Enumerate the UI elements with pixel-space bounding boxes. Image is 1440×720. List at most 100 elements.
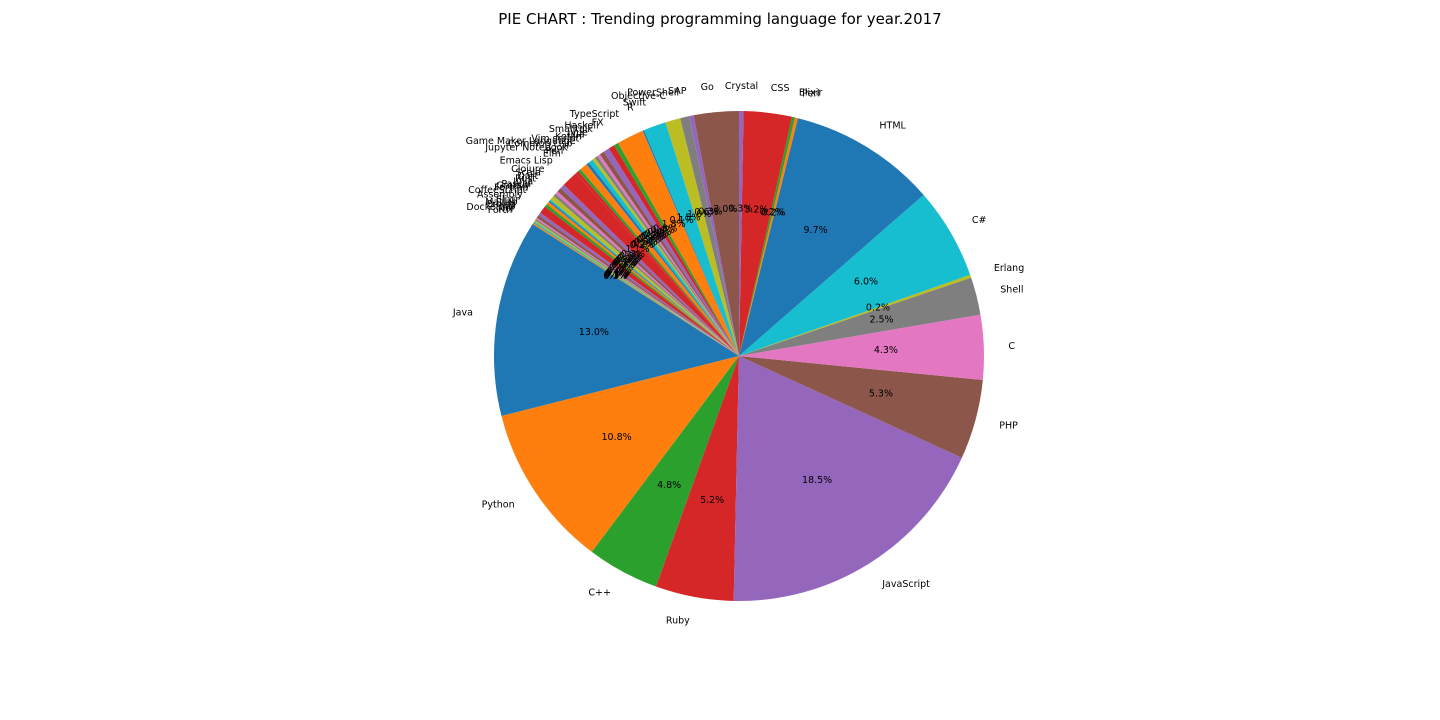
slice-percent-label: 0.1% <box>604 270 628 281</box>
slice-label: Java <box>452 307 473 318</box>
slice-label: Smalltalk <box>549 124 594 135</box>
pie-slice <box>592 157 739 356</box>
slice-label: Kotlin <box>555 132 582 143</box>
pie-slice <box>680 116 739 356</box>
slice-percent-label: 0.2% <box>606 267 630 278</box>
pie-slice <box>739 111 744 356</box>
slice-label: Rust <box>515 173 536 184</box>
pie-slice <box>546 201 739 356</box>
slice-label: Assembly <box>477 190 523 201</box>
slice-percent-label: 3.2% <box>744 205 768 216</box>
pie-slice <box>642 130 739 356</box>
pie-slice <box>534 220 739 356</box>
slice-percent-label: 4.8% <box>657 480 681 491</box>
slice-label: CoffeeScript <box>468 185 527 196</box>
pie-slice <box>535 217 739 356</box>
pie-slice <box>617 130 739 356</box>
pie-slice <box>594 156 739 356</box>
slice-label: Clojure <box>511 164 544 175</box>
pie-slices <box>494 111 984 601</box>
pie-slice <box>532 222 739 356</box>
slice-label: Erlang <box>994 263 1024 274</box>
pie-slice <box>689 115 739 356</box>
slice-percent-label: 0.4% <box>647 227 671 238</box>
slice-percent-label: 1.1% <box>625 244 649 255</box>
slice-label: C++ <box>588 588 611 599</box>
slice-label: D <box>508 201 515 212</box>
pie-slice <box>739 111 792 356</box>
pie-percent-labels: 3.0%0.3%0.6%1.0%1.5%0.1%1.8%0.3%0.4%0.4%… <box>579 204 898 507</box>
pie-slice <box>603 148 739 356</box>
pie-slice <box>494 224 739 417</box>
slice-label: Nix <box>498 203 514 214</box>
slice-percent-label: 0.5% <box>609 263 633 274</box>
slice-label: R <box>627 102 634 113</box>
slice-label: Ruby <box>666 615 690 626</box>
slice-percent-label: 0.1% <box>605 269 629 280</box>
slice-percent-label: 0.5% <box>634 237 658 248</box>
slice-percent-label: 0.2% <box>611 260 635 271</box>
slice-label: Vim script <box>531 134 579 145</box>
slice-percent-label: 0.3% <box>615 256 639 267</box>
pie-slice <box>560 184 739 356</box>
slice-label: Go <box>701 82 714 93</box>
slice-percent-label: 1.0% <box>687 209 711 220</box>
pie-slice <box>575 171 739 356</box>
slice-percent-label: 0.1% <box>613 258 637 269</box>
slice-label: Perl <box>546 146 564 157</box>
slice-label: Elixir <box>496 194 520 205</box>
slice-label: Pascal <box>501 179 531 190</box>
slice-label: Lua <box>568 130 585 141</box>
pie-slice <box>693 111 739 356</box>
slice-percent-label: 0.1% <box>669 215 693 226</box>
pie-slice <box>549 199 739 356</box>
pie-slice <box>578 169 739 356</box>
slice-label: Haskell <box>564 120 598 131</box>
slice-percent-label: 0.2% <box>760 207 784 218</box>
slice-label: Julia <box>512 176 533 187</box>
slice-percent-label: 0.4% <box>650 225 674 236</box>
slice-label: Elm <box>543 148 561 159</box>
slice-label: Shell <box>1000 284 1023 295</box>
slice-percent-label: 0.2% <box>761 208 785 219</box>
slice-percent-label: 1.8% <box>662 219 686 230</box>
slice-percent-label: 0.2% <box>616 254 640 265</box>
slice-label: Dockerfile <box>466 202 514 213</box>
pie-slice <box>733 356 962 601</box>
pie-slice <box>540 206 739 356</box>
slice-percent-label: 0.3% <box>698 206 722 217</box>
slice-label: Groovy <box>496 180 530 191</box>
pie-slice <box>739 356 983 458</box>
pie-slice <box>608 145 739 356</box>
pie-slice <box>613 143 739 356</box>
pie-slice <box>555 191 739 356</box>
slice-percent-label: 0.6% <box>694 207 718 218</box>
pie-slice <box>501 356 739 552</box>
slice-percent-label: 10.8% <box>602 432 632 443</box>
slice-percent-label: 0.2% <box>607 265 631 276</box>
slice-label: Crystal <box>725 81 758 92</box>
slice-percent-label: 4.3% <box>874 345 898 356</box>
slice-label: Perl <box>802 89 820 100</box>
slice-percent-label: 0.2% <box>631 239 655 250</box>
pie-slice <box>553 193 739 356</box>
pie-slice <box>739 118 924 356</box>
slice-percent-label: 2.5% <box>869 314 893 325</box>
slice-label: SAP <box>668 86 687 97</box>
slice-percent-label: 0.3% <box>619 251 643 262</box>
pie-slice <box>739 117 798 356</box>
slice-percent-label: 0.1% <box>604 269 628 280</box>
pie-slice <box>588 159 739 356</box>
pie-slice <box>656 356 739 601</box>
slice-percent-label: 0.2% <box>640 232 664 243</box>
slice-percent-label: 1.5% <box>676 213 700 224</box>
pie-slice <box>739 274 972 356</box>
slice-percent-label: 6.0% <box>854 276 878 287</box>
slice-percent-label: 13.0% <box>579 327 609 338</box>
pie-slice <box>538 212 739 356</box>
slice-label: PowerShell <box>627 88 679 99</box>
pie-slice <box>739 116 795 356</box>
pie-slice <box>548 200 739 356</box>
slice-label: Elixir <box>799 88 823 99</box>
